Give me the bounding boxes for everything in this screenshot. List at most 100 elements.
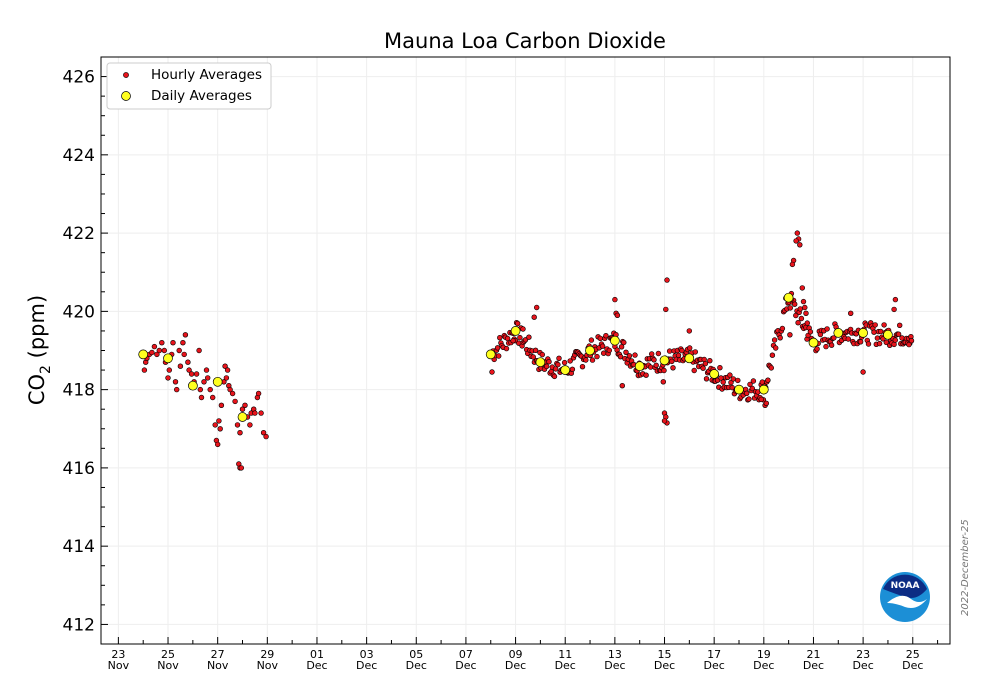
hourly-point bbox=[182, 332, 189, 338]
hourly-point bbox=[569, 366, 576, 372]
hourly-point bbox=[217, 426, 223, 432]
hourly-point bbox=[860, 369, 866, 375]
hourly-point bbox=[185, 359, 191, 365]
hourly-point bbox=[892, 296, 899, 303]
y-tick-label: 414 bbox=[63, 537, 95, 557]
hourly-point bbox=[594, 353, 600, 360]
hourly-point bbox=[823, 343, 829, 350]
hourly-point bbox=[237, 430, 243, 436]
hourly-point bbox=[749, 385, 755, 392]
hourly-point bbox=[765, 377, 771, 383]
hourly-point bbox=[260, 430, 267, 436]
hourly-point bbox=[750, 378, 757, 384]
hourly-point bbox=[896, 322, 903, 328]
x-tick-month: Dec bbox=[306, 659, 327, 672]
hourly-point bbox=[149, 349, 155, 356]
hourly-point bbox=[670, 365, 676, 371]
hourly-point bbox=[669, 358, 675, 365]
daily-point bbox=[535, 357, 546, 368]
x-tick-day: 05 bbox=[409, 648, 423, 661]
legend-daily-label: Daily Averages bbox=[151, 88, 252, 104]
daily-point bbox=[758, 384, 769, 395]
hourly-point bbox=[877, 328, 884, 335]
hourly-point bbox=[666, 348, 673, 354]
daily-point bbox=[684, 353, 695, 364]
hourly-point bbox=[556, 355, 562, 361]
hourly-point bbox=[198, 394, 205, 401]
x-tick-day: 23 bbox=[856, 648, 870, 661]
hourly-point bbox=[891, 306, 897, 313]
hourly-point bbox=[720, 379, 726, 385]
hourly-point bbox=[795, 320, 801, 326]
daily-point bbox=[659, 355, 670, 366]
hourly-point bbox=[517, 334, 523, 341]
hourly-point bbox=[800, 298, 807, 305]
hourly-point bbox=[555, 361, 561, 368]
legend-hourly-marker bbox=[123, 72, 129, 78]
hourly-point bbox=[531, 314, 537, 320]
y-tick-label: 426 bbox=[63, 68, 95, 88]
hourly-point bbox=[626, 353, 633, 359]
hourly-point bbox=[664, 277, 670, 283]
hourly-point bbox=[623, 349, 629, 355]
hourly-point bbox=[489, 369, 495, 375]
y-tick-label: 418 bbox=[63, 381, 95, 401]
hourly-point bbox=[205, 375, 211, 381]
hourly-point bbox=[239, 406, 246, 412]
hourly-point bbox=[686, 328, 692, 334]
noaa-logo-text: NOAA bbox=[891, 581, 920, 591]
hourly-point bbox=[831, 335, 837, 341]
hourly-point bbox=[543, 363, 550, 370]
x-tick-month: Nov bbox=[108, 659, 130, 672]
hourly-point bbox=[159, 340, 165, 346]
x-tick-day: 25 bbox=[161, 648, 175, 661]
hourly-point bbox=[730, 376, 736, 382]
hourly-point bbox=[777, 335, 783, 341]
hourly-point bbox=[174, 386, 180, 393]
hourly-point bbox=[876, 340, 883, 347]
x-tick-day: 07 bbox=[459, 648, 473, 661]
hourly-point bbox=[583, 357, 589, 363]
daily-point bbox=[634, 361, 645, 372]
hourly-point bbox=[707, 358, 713, 364]
x-tick-month: Dec bbox=[505, 659, 526, 672]
daily-point bbox=[138, 349, 149, 360]
daily-point bbox=[833, 328, 844, 338]
hourly-point bbox=[881, 322, 887, 328]
hourly-point bbox=[679, 347, 685, 354]
hourly-point bbox=[651, 357, 657, 363]
hourly-point bbox=[234, 422, 241, 428]
x-tick-month: Dec bbox=[455, 659, 476, 672]
hourly-point bbox=[691, 367, 697, 374]
hourly-point bbox=[520, 326, 526, 332]
hourly-point bbox=[895, 331, 902, 337]
hourly-point bbox=[263, 433, 269, 440]
hourly-point bbox=[188, 371, 195, 377]
daily-point bbox=[212, 376, 223, 387]
noaa-logo-gull bbox=[887, 595, 927, 608]
x-tick-month: Nov bbox=[157, 659, 179, 672]
hourly-point bbox=[746, 396, 752, 402]
x-axis: 23Nov25Nov27Nov29Nov01Dec03Dec05Dec07Dec… bbox=[108, 637, 939, 672]
hourly-point bbox=[497, 335, 503, 341]
hourly-point bbox=[779, 325, 786, 332]
x-tick-month: Dec bbox=[902, 659, 923, 672]
hourly-point bbox=[663, 306, 669, 313]
hourly-point bbox=[218, 402, 225, 408]
hourly-point bbox=[210, 394, 216, 401]
x-tick-day: 11 bbox=[558, 648, 572, 661]
hourly-point bbox=[258, 410, 264, 416]
hourly-point bbox=[539, 351, 545, 358]
hourly-point bbox=[763, 400, 769, 406]
hourly-point bbox=[675, 352, 682, 358]
hourly-point bbox=[828, 342, 835, 348]
hourly-point bbox=[161, 347, 168, 354]
hourly-point bbox=[215, 441, 221, 448]
hourly-point bbox=[597, 335, 603, 342]
x-tick-day: 01 bbox=[310, 648, 324, 661]
hourly-point bbox=[503, 345, 510, 352]
x-tick-day: 27 bbox=[211, 648, 225, 661]
x-tick-day: 09 bbox=[509, 648, 523, 661]
x-tick-month: Nov bbox=[257, 659, 279, 672]
hourly-point bbox=[648, 351, 655, 357]
